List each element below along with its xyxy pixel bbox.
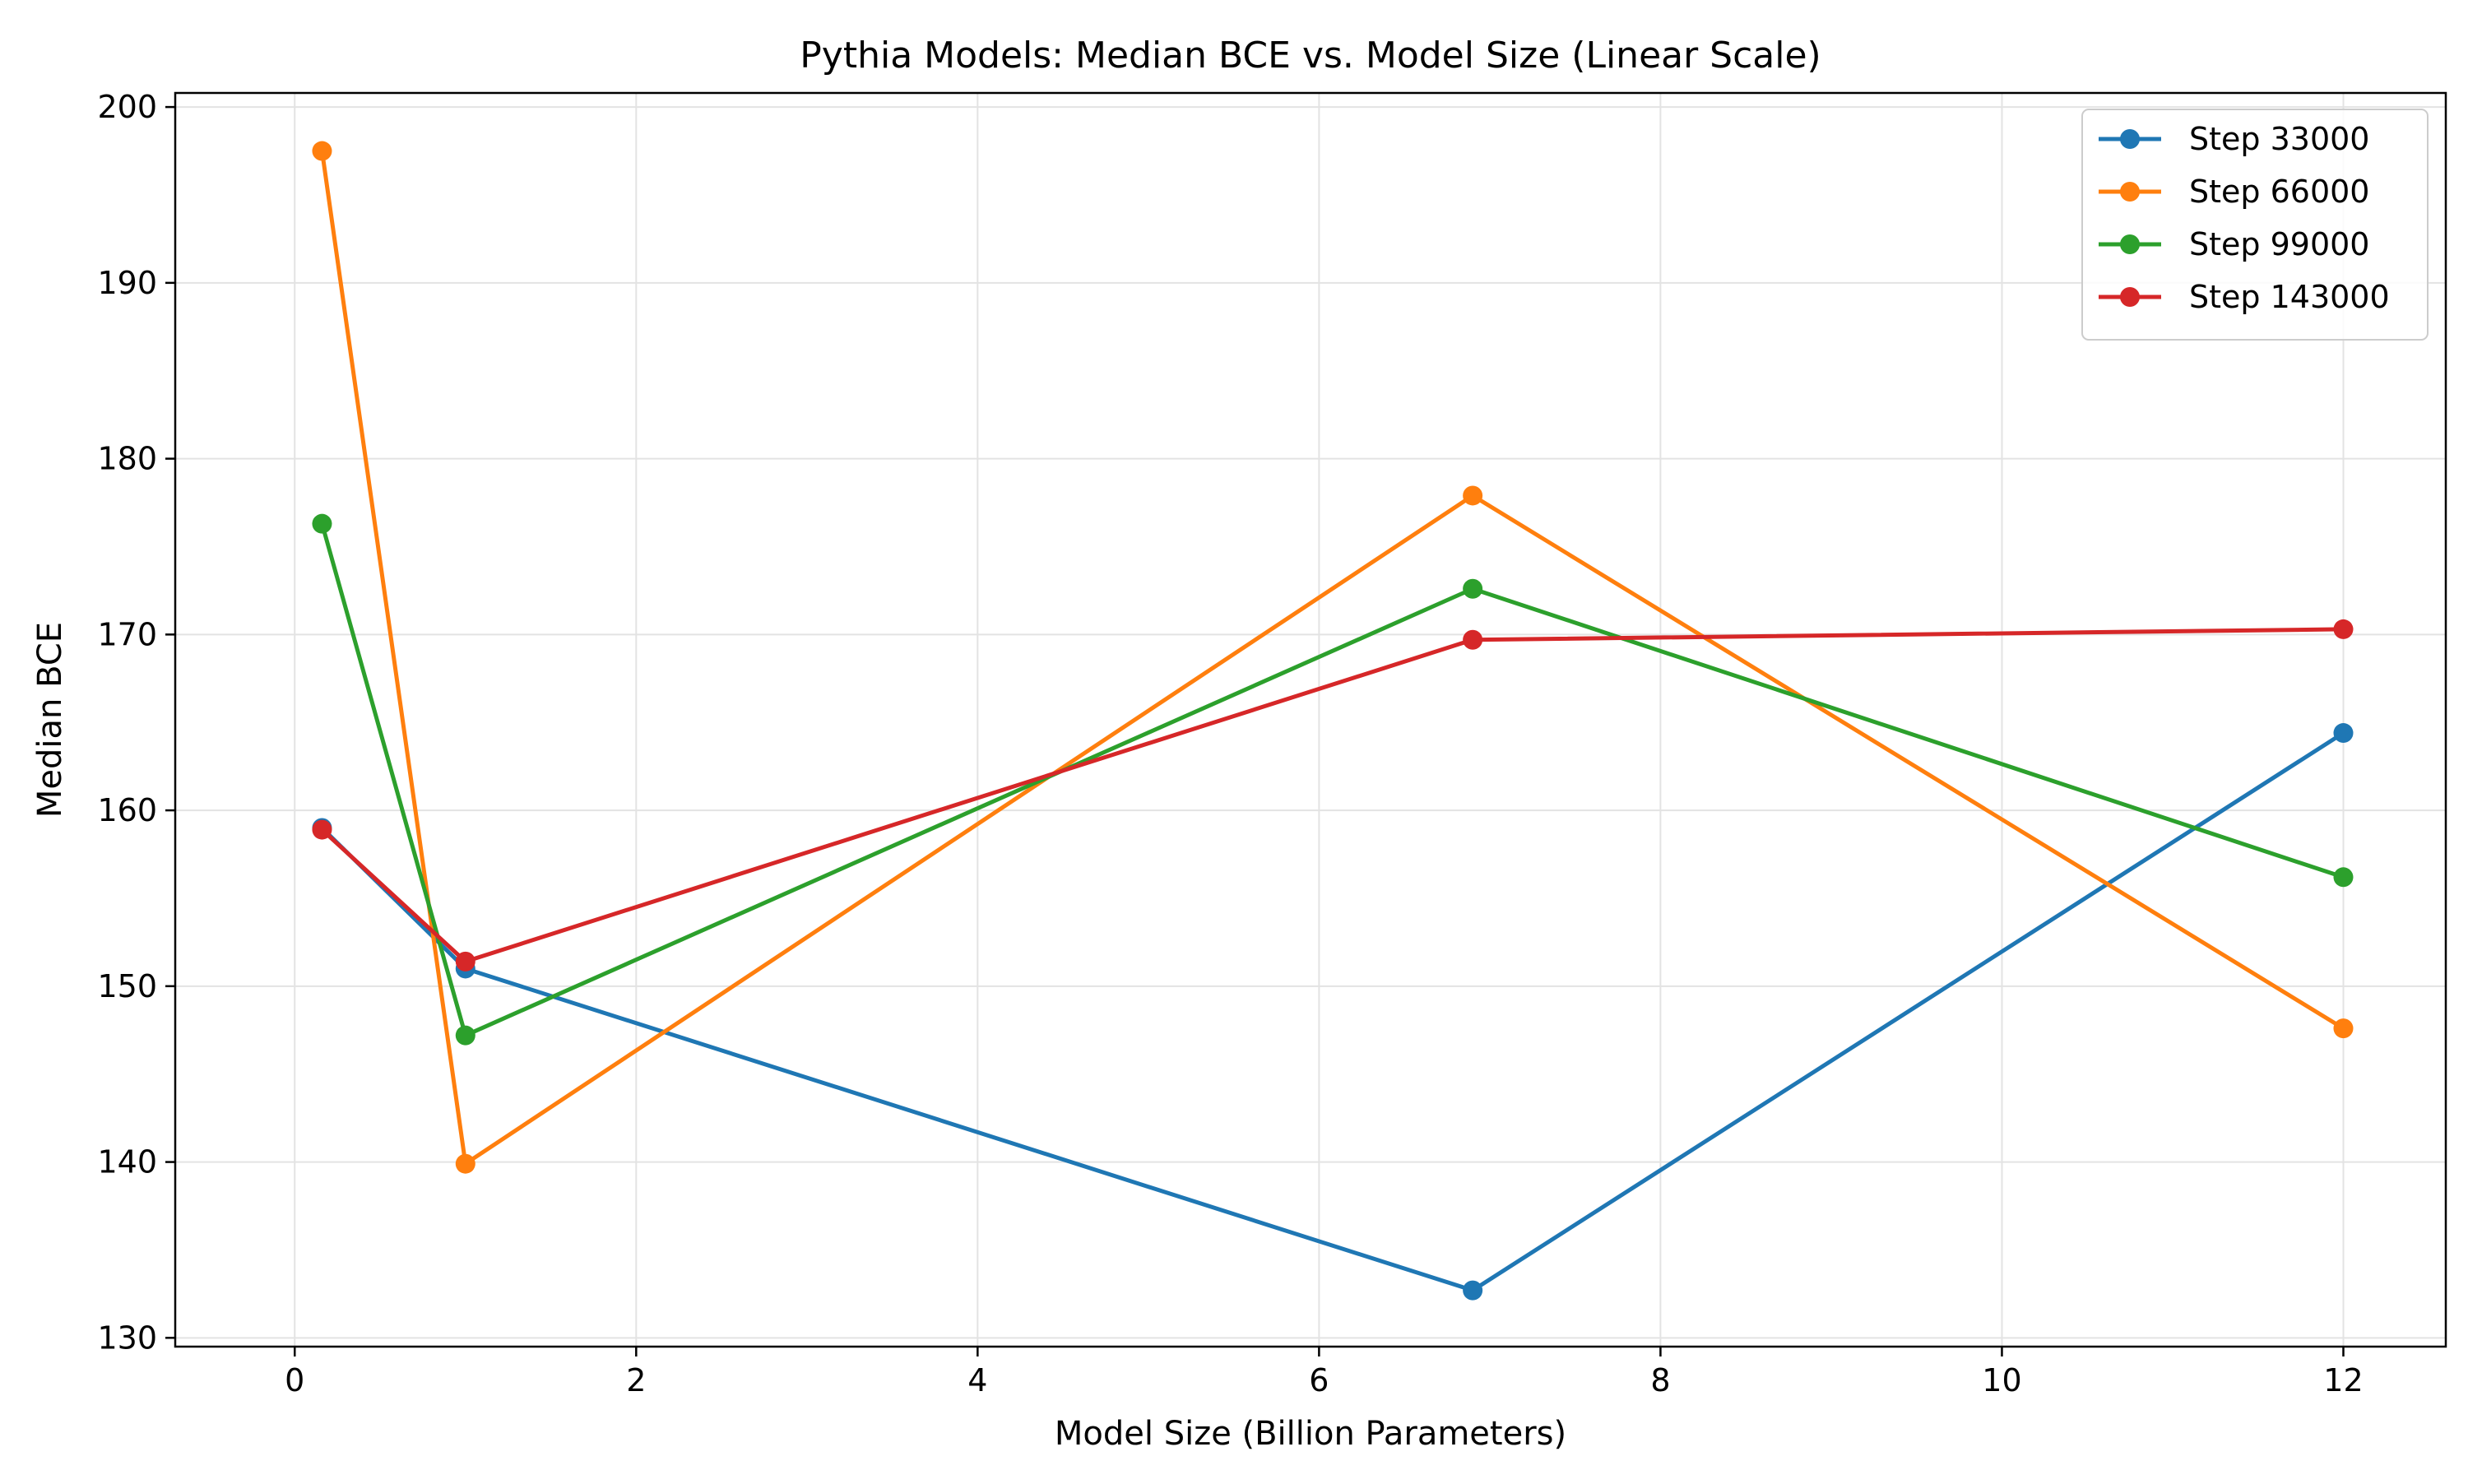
data-point (312, 513, 332, 534)
axes (165, 91, 2447, 1356)
grid-lines (175, 93, 2446, 1347)
legend-label: Step 33000 (2189, 121, 2369, 157)
data-point (455, 1153, 476, 1174)
data-point (312, 141, 332, 161)
y-tick-label: 140 (97, 1144, 157, 1180)
data-point (1463, 485, 1483, 506)
legend-label: Step 99000 (2189, 226, 2369, 262)
data-point (2333, 867, 2354, 888)
legend: Step 33000 Step 66000 Step 99000 Step 14300… (2081, 109, 2429, 341)
data-point (312, 819, 332, 840)
data-point (2333, 723, 2354, 744)
y-tick-label: 160 (97, 792, 157, 828)
x-tick-label: 6 (1309, 1362, 1329, 1398)
y-tick-label: 190 (97, 265, 157, 301)
plot-frame (174, 91, 2447, 1348)
x-tick-label: 0 (285, 1362, 304, 1398)
data-point (2333, 1018, 2354, 1039)
x-tick-label: 12 (2323, 1362, 2363, 1398)
series-line-3 (319, 522, 2345, 1038)
x-axis-label: Model Size (Billion Parameters) (1055, 1415, 1566, 1453)
y-tick-label: 180 (97, 441, 157, 477)
data-point (1463, 1280, 1483, 1301)
series-lines (312, 141, 2354, 1301)
tick-labels: 0 2 4 6 8 10 12 130 140 150 160 170 180 190 200 (97, 89, 2363, 1398)
y-tick-label: 150 (97, 968, 157, 1004)
series-line-4 (319, 627, 2345, 964)
data-point (1463, 629, 1483, 650)
y-tick-label: 200 (97, 89, 157, 125)
y-axis-label: Median BCE (31, 622, 69, 818)
legend-label: Step 143000 (2189, 279, 2390, 315)
legend-marker (2120, 287, 2140, 307)
legend-label: Step 66000 (2189, 174, 2369, 210)
legend-marker (2120, 129, 2140, 149)
x-tick-label: 2 (626, 1362, 646, 1398)
x-tick-label: 10 (1982, 1362, 2021, 1398)
series-line-2 (319, 149, 2345, 1166)
y-tick-label: 130 (97, 1319, 157, 1356)
x-tick-label: 4 (967, 1362, 987, 1398)
data-point (455, 1025, 476, 1046)
data-point (2333, 619, 2354, 639)
data-point (455, 951, 476, 972)
legend-marker (2120, 234, 2140, 254)
chart-title: Pythia Models: Median BCE vs. Model Size… (800, 35, 1821, 77)
y-tick-label: 170 (97, 616, 157, 652)
data-point (1463, 578, 1483, 599)
legend-box (2081, 109, 2429, 341)
legend-marker (2120, 182, 2140, 202)
x-tick-label: 8 (1650, 1362, 1670, 1398)
